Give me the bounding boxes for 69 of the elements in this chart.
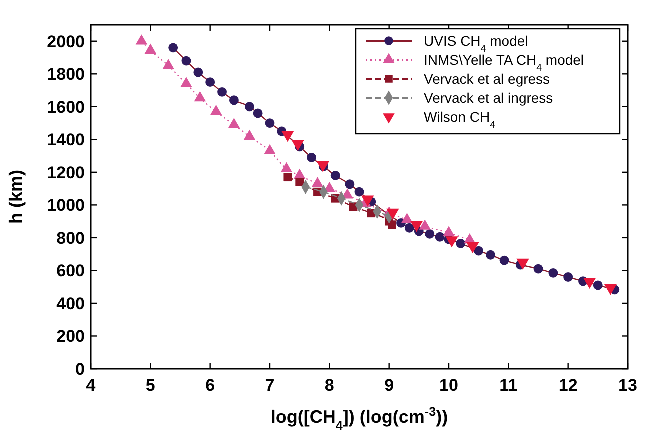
point (280, 162, 293, 173)
point (345, 180, 355, 190)
point (388, 220, 396, 230)
point (534, 264, 544, 274)
point (168, 43, 178, 53)
x-tick-label: 11 (500, 376, 518, 395)
point (312, 177, 324, 188)
point (206, 78, 216, 88)
point (404, 223, 414, 233)
point (136, 34, 148, 45)
point (486, 250, 496, 260)
point (228, 118, 240, 128)
y-tick-label: 1800 (47, 65, 85, 84)
y-tick-label: 1600 (47, 98, 85, 117)
point (474, 246, 484, 256)
x-tick-label: 12 (558, 376, 578, 395)
y-tick-label: 1400 (47, 130, 85, 150)
point (593, 280, 603, 290)
legend-label: Vervack et al egress (424, 71, 550, 87)
point (210, 105, 222, 116)
point (500, 256, 510, 266)
point (564, 272, 574, 282)
point (180, 77, 192, 88)
point (218, 87, 227, 97)
point (265, 118, 275, 128)
y-tick-label: 200 (56, 327, 85, 346)
point (548, 268, 558, 278)
legend-label: Vervack et al ingress (424, 90, 554, 106)
point (419, 220, 432, 230)
point (194, 68, 204, 78)
point (307, 152, 316, 162)
legend-label: INMS\Yelle TA CH$_{4}$ model (424, 52, 584, 74)
x-tick-label: 6 (206, 376, 216, 395)
x-tick-label: 10 (440, 376, 458, 395)
legend-label: Wilson CH$_{4}$ (424, 109, 496, 130)
x-tick-label: 9 (384, 376, 394, 395)
x-tick-label: 8 (324, 376, 334, 395)
point (194, 91, 206, 102)
y-tick-label: 800 (56, 228, 85, 248)
x-axis-title: log([CH$_{4}$]) (log(cm$^{-3}$)) (270, 405, 448, 433)
x-tick-label: 5 (146, 376, 156, 395)
point (144, 44, 157, 54)
point (425, 229, 435, 239)
point (253, 108, 263, 118)
point (354, 187, 364, 197)
point (401, 213, 414, 224)
point (443, 226, 455, 236)
point (284, 173, 292, 182)
y-axis-title: h (km) (6, 170, 26, 224)
point (229, 96, 239, 106)
y-tick-label: 1000 (47, 196, 85, 216)
point (264, 144, 276, 155)
point (244, 102, 254, 112)
x-tick-label: 13 (618, 376, 638, 395)
y-tick-label: 400 (56, 294, 85, 314)
point (435, 232, 445, 242)
point (182, 56, 192, 66)
legend-label: UVIS CH$_{4}$ model (424, 33, 528, 54)
point (162, 59, 174, 70)
y-tick-label: 2000 (47, 32, 85, 52)
y-tick-label: 1200 (47, 163, 85, 182)
y-tick-label: 600 (56, 262, 85, 281)
x-tick-label: 7 (265, 376, 275, 395)
point (456, 238, 466, 248)
point (296, 178, 304, 186)
point (244, 130, 256, 140)
y-tick-label: 0 (76, 360, 85, 379)
point (330, 170, 340, 180)
x-tick-label: 4 (86, 376, 96, 395)
